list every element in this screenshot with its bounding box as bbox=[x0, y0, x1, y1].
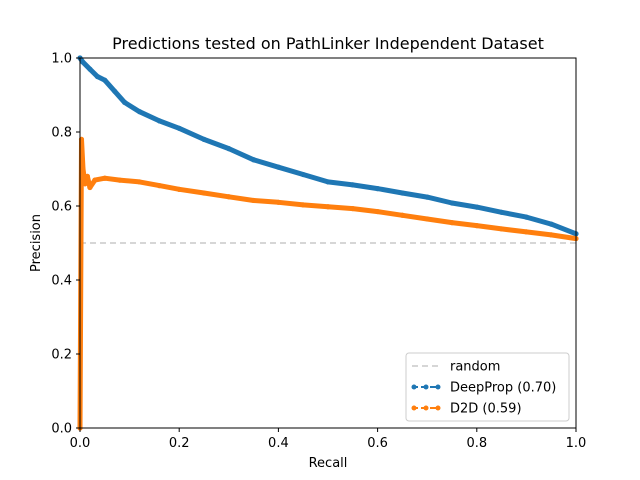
legend-marker-d2d-0-59 bbox=[435, 405, 441, 411]
legend-marker-deepprop-0-70 bbox=[435, 384, 441, 390]
d2d-0-59-point bbox=[156, 183, 162, 189]
d2d-0-59-point bbox=[92, 177, 98, 183]
y-axis: 0.0 0.2 0.4 0.6 0.8 1.0 bbox=[51, 52, 80, 437]
legend-label-d2d-0-59: D2D (0.59) bbox=[450, 402, 522, 417]
d2d-0-59-point bbox=[548, 232, 554, 238]
d2d-0-59-point bbox=[87, 184, 93, 191]
d2d-0-59-point bbox=[474, 223, 480, 229]
y-tick-label: 0.6 bbox=[51, 200, 72, 215]
deepprop-0-70-point bbox=[226, 146, 232, 152]
x-axis-label: Recall bbox=[309, 456, 348, 471]
d2d-0-59-point bbox=[375, 208, 381, 215]
d2d-0-59-point bbox=[350, 205, 356, 212]
d2d-0-59-point bbox=[449, 220, 455, 226]
d2d-0-59-point bbox=[424, 216, 430, 222]
deepprop-0-70-point bbox=[523, 214, 530, 220]
deepprop-0-70-point bbox=[79, 59, 86, 65]
deepprop-0-70-point bbox=[251, 157, 257, 163]
deepprop-0-70-point bbox=[474, 204, 480, 210]
deepprop-0-70-point bbox=[94, 73, 100, 80]
deepprop-0-70-point bbox=[102, 77, 108, 83]
x-tick-label: 0.6 bbox=[367, 436, 388, 451]
legend-marker-deepprop-0-70 bbox=[411, 384, 417, 390]
d2d-0-59-point bbox=[117, 177, 123, 183]
deepprop-0-70-point bbox=[449, 200, 455, 206]
x-tick-label: 1.0 bbox=[566, 436, 587, 451]
deepprop-0-70-point bbox=[176, 125, 182, 131]
y-tick-label: 1.0 bbox=[51, 52, 72, 67]
x-axis: 0.0 0.2 0.4 0.6 0.8 1.0 bbox=[70, 428, 587, 451]
deepprop-0-70-point bbox=[325, 179, 331, 185]
d2d-0-59-point bbox=[136, 179, 143, 185]
d2d-0-59-point bbox=[176, 186, 182, 192]
y-axis-label: Precision bbox=[29, 214, 44, 272]
deepprop-0-70-point bbox=[300, 171, 306, 178]
d2d-0-59-series-line bbox=[77, 136, 579, 431]
x-tick-label: 0.2 bbox=[169, 436, 190, 451]
legend-label-deepprop-0-70: DeepProp (0.70) bbox=[450, 381, 556, 396]
deepprop-0-70-point bbox=[548, 221, 554, 227]
deepprop-0-70-point bbox=[350, 182, 356, 188]
y-tick-label: 0.8 bbox=[51, 126, 72, 141]
d2d-0-59-point bbox=[251, 197, 257, 204]
d2d-0-59-point bbox=[201, 190, 207, 196]
deepprop-0-70-point bbox=[156, 118, 162, 124]
deepprop-0-70-point bbox=[375, 186, 381, 192]
legend-marker-d2d-0-59 bbox=[411, 405, 417, 411]
d2d-0-59-point bbox=[80, 166, 86, 172]
d2d-0-59-point bbox=[275, 199, 281, 205]
y-tick-label: 0.2 bbox=[51, 348, 72, 363]
deepprop-0-70-point bbox=[201, 136, 207, 142]
deepprop-0-70-point bbox=[424, 194, 430, 200]
legend-marker-deepprop-0-70 bbox=[423, 384, 429, 390]
d2d-0-59-point bbox=[325, 204, 331, 210]
x-tick-label: 0.8 bbox=[466, 436, 487, 451]
deepprop-0-70-point bbox=[136, 109, 143, 115]
d2d-0-59-point bbox=[523, 229, 530, 235]
y-tick-label: 0.0 bbox=[51, 422, 72, 437]
d2d-0-59-point bbox=[84, 173, 91, 179]
y-tick-label: 0.4 bbox=[51, 274, 72, 289]
x-tick-label: 0.4 bbox=[268, 436, 289, 451]
d2d-0-59-point bbox=[300, 202, 306, 208]
d2d-0-59-point bbox=[102, 175, 108, 181]
d2d-0-59-point bbox=[82, 181, 88, 187]
legend-marker-d2d-0-59 bbox=[423, 405, 429, 411]
d2d-0-59-point bbox=[499, 226, 505, 232]
deepprop-0-70-point bbox=[112, 88, 118, 94]
deepprop-0-70-point bbox=[275, 164, 281, 170]
deepprop-0-70-point bbox=[87, 66, 93, 72]
legend-box bbox=[405, 352, 570, 422]
deepprop-0-70-point bbox=[122, 99, 128, 105]
deepprop-0-70-point bbox=[399, 190, 405, 196]
legend-label-random: random bbox=[450, 360, 500, 375]
x-tick-label: 0.0 bbox=[70, 436, 91, 451]
plot-area bbox=[77, 55, 579, 431]
legend: random DeepProp (0.70) D2D (0.59) bbox=[405, 352, 570, 422]
deepprop-0-70-point bbox=[499, 209, 505, 215]
plot-frame bbox=[79, 57, 577, 429]
d2d-0-59-point bbox=[226, 194, 232, 200]
chart-title: Predictions tested on PathLinker Indepen… bbox=[112, 34, 544, 53]
d2d-0-59-point bbox=[399, 212, 405, 218]
